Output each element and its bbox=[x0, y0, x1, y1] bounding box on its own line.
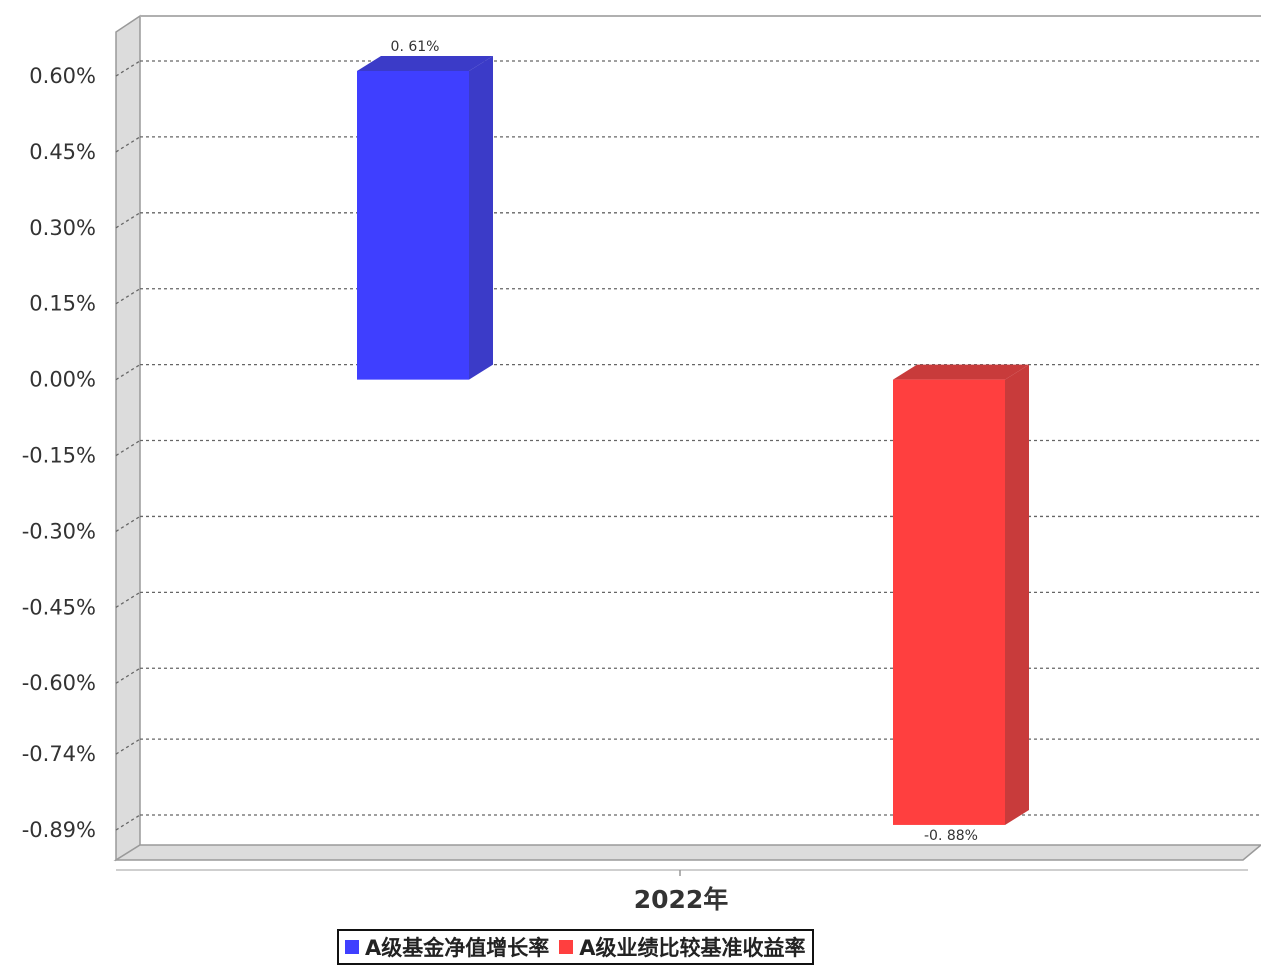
floor bbox=[113, 844, 1261, 861]
data-label-1: -0. 88% bbox=[924, 828, 978, 844]
gridline-side bbox=[115, 738, 141, 755]
gridline-side bbox=[115, 814, 141, 831]
legend-item-benchmark: A级业绩比较基准收益率 bbox=[559, 932, 806, 962]
bar-side-0 bbox=[469, 55, 493, 380]
bar-top-1 bbox=[893, 364, 1029, 380]
bar-0 bbox=[357, 70, 469, 380]
gridline-side bbox=[115, 439, 141, 457]
gridline-side bbox=[115, 288, 141, 305]
legend-swatch-benchmark bbox=[559, 940, 574, 954]
x-tick-label: 2022年 bbox=[634, 885, 729, 914]
gridline-side bbox=[115, 60, 141, 77]
y-tick-label: -0.15% bbox=[22, 444, 96, 468]
gridline-side bbox=[115, 591, 141, 608]
gridline-side bbox=[115, 515, 141, 532]
bar-side-1 bbox=[1005, 364, 1029, 825]
legend-label-nav-growth: A级基金净值增长率 bbox=[365, 936, 550, 960]
gridline-side bbox=[115, 136, 141, 153]
y-tick-label: 0.00% bbox=[29, 368, 96, 392]
y-tick-label: -0.60% bbox=[22, 671, 96, 695]
gridline-side bbox=[115, 212, 141, 229]
y-tick-label: 0.30% bbox=[29, 216, 96, 240]
y-tick-label: 0.15% bbox=[29, 292, 96, 316]
left-wall bbox=[115, 14, 141, 862]
y-tick-label: -0.30% bbox=[22, 519, 96, 543]
gridline-side bbox=[115, 667, 141, 684]
y-tick-label: -0.89% bbox=[22, 818, 96, 842]
y-tick-label: -0.45% bbox=[22, 595, 96, 619]
bar-1 bbox=[893, 379, 1005, 825]
bar-top-0 bbox=[357, 55, 493, 71]
legend: A级基金净值增长率 A级业绩比较基准收益率 bbox=[337, 929, 814, 965]
legend-label-benchmark: A级业绩比较基准收益率 bbox=[579, 936, 806, 960]
gridline-side bbox=[115, 364, 141, 381]
y-tick-label: 0.45% bbox=[29, 140, 96, 164]
data-label-0: 0. 61% bbox=[391, 39, 440, 55]
legend-swatch-nav-growth bbox=[345, 940, 359, 954]
y-tick-label: 0.60% bbox=[29, 64, 96, 88]
y-tick-label: -0.74% bbox=[22, 742, 96, 766]
legend-item-nav-growth: A级基金净值增长率 bbox=[345, 932, 549, 962]
